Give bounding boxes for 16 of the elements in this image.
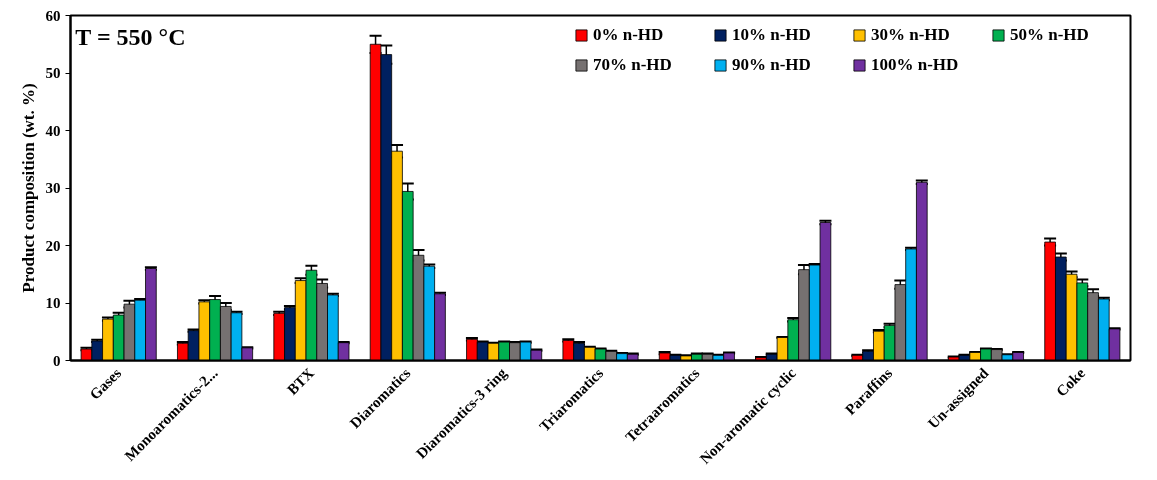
legend-label: 10% n-HD — [732, 25, 812, 45]
y-tick-label: 30 — [45, 180, 61, 196]
y-tick-label: 20 — [45, 237, 61, 254]
legend-label: 70% n-HD — [593, 55, 673, 75]
legend-label: 50% n-HD — [1010, 25, 1090, 45]
legend-label: 0% n-HD — [593, 25, 665, 45]
y-tick-label: 50 — [45, 65, 61, 81]
y-tick-label: 10 — [45, 295, 61, 311]
y-tick-label: 0 — [53, 352, 61, 369]
legend-label: 30% n-HD — [871, 25, 951, 45]
y-tick-label: 60 — [45, 7, 61, 24]
legend-label: 100% n-HD — [871, 55, 960, 75]
y-axis-title: Product composition (wt. %) — [18, 83, 38, 293]
annotation: T = 550 °C — [75, 23, 186, 50]
legend-label: 90% n-HD — [732, 55, 812, 75]
y-tick-label: 40 — [45, 122, 61, 139]
